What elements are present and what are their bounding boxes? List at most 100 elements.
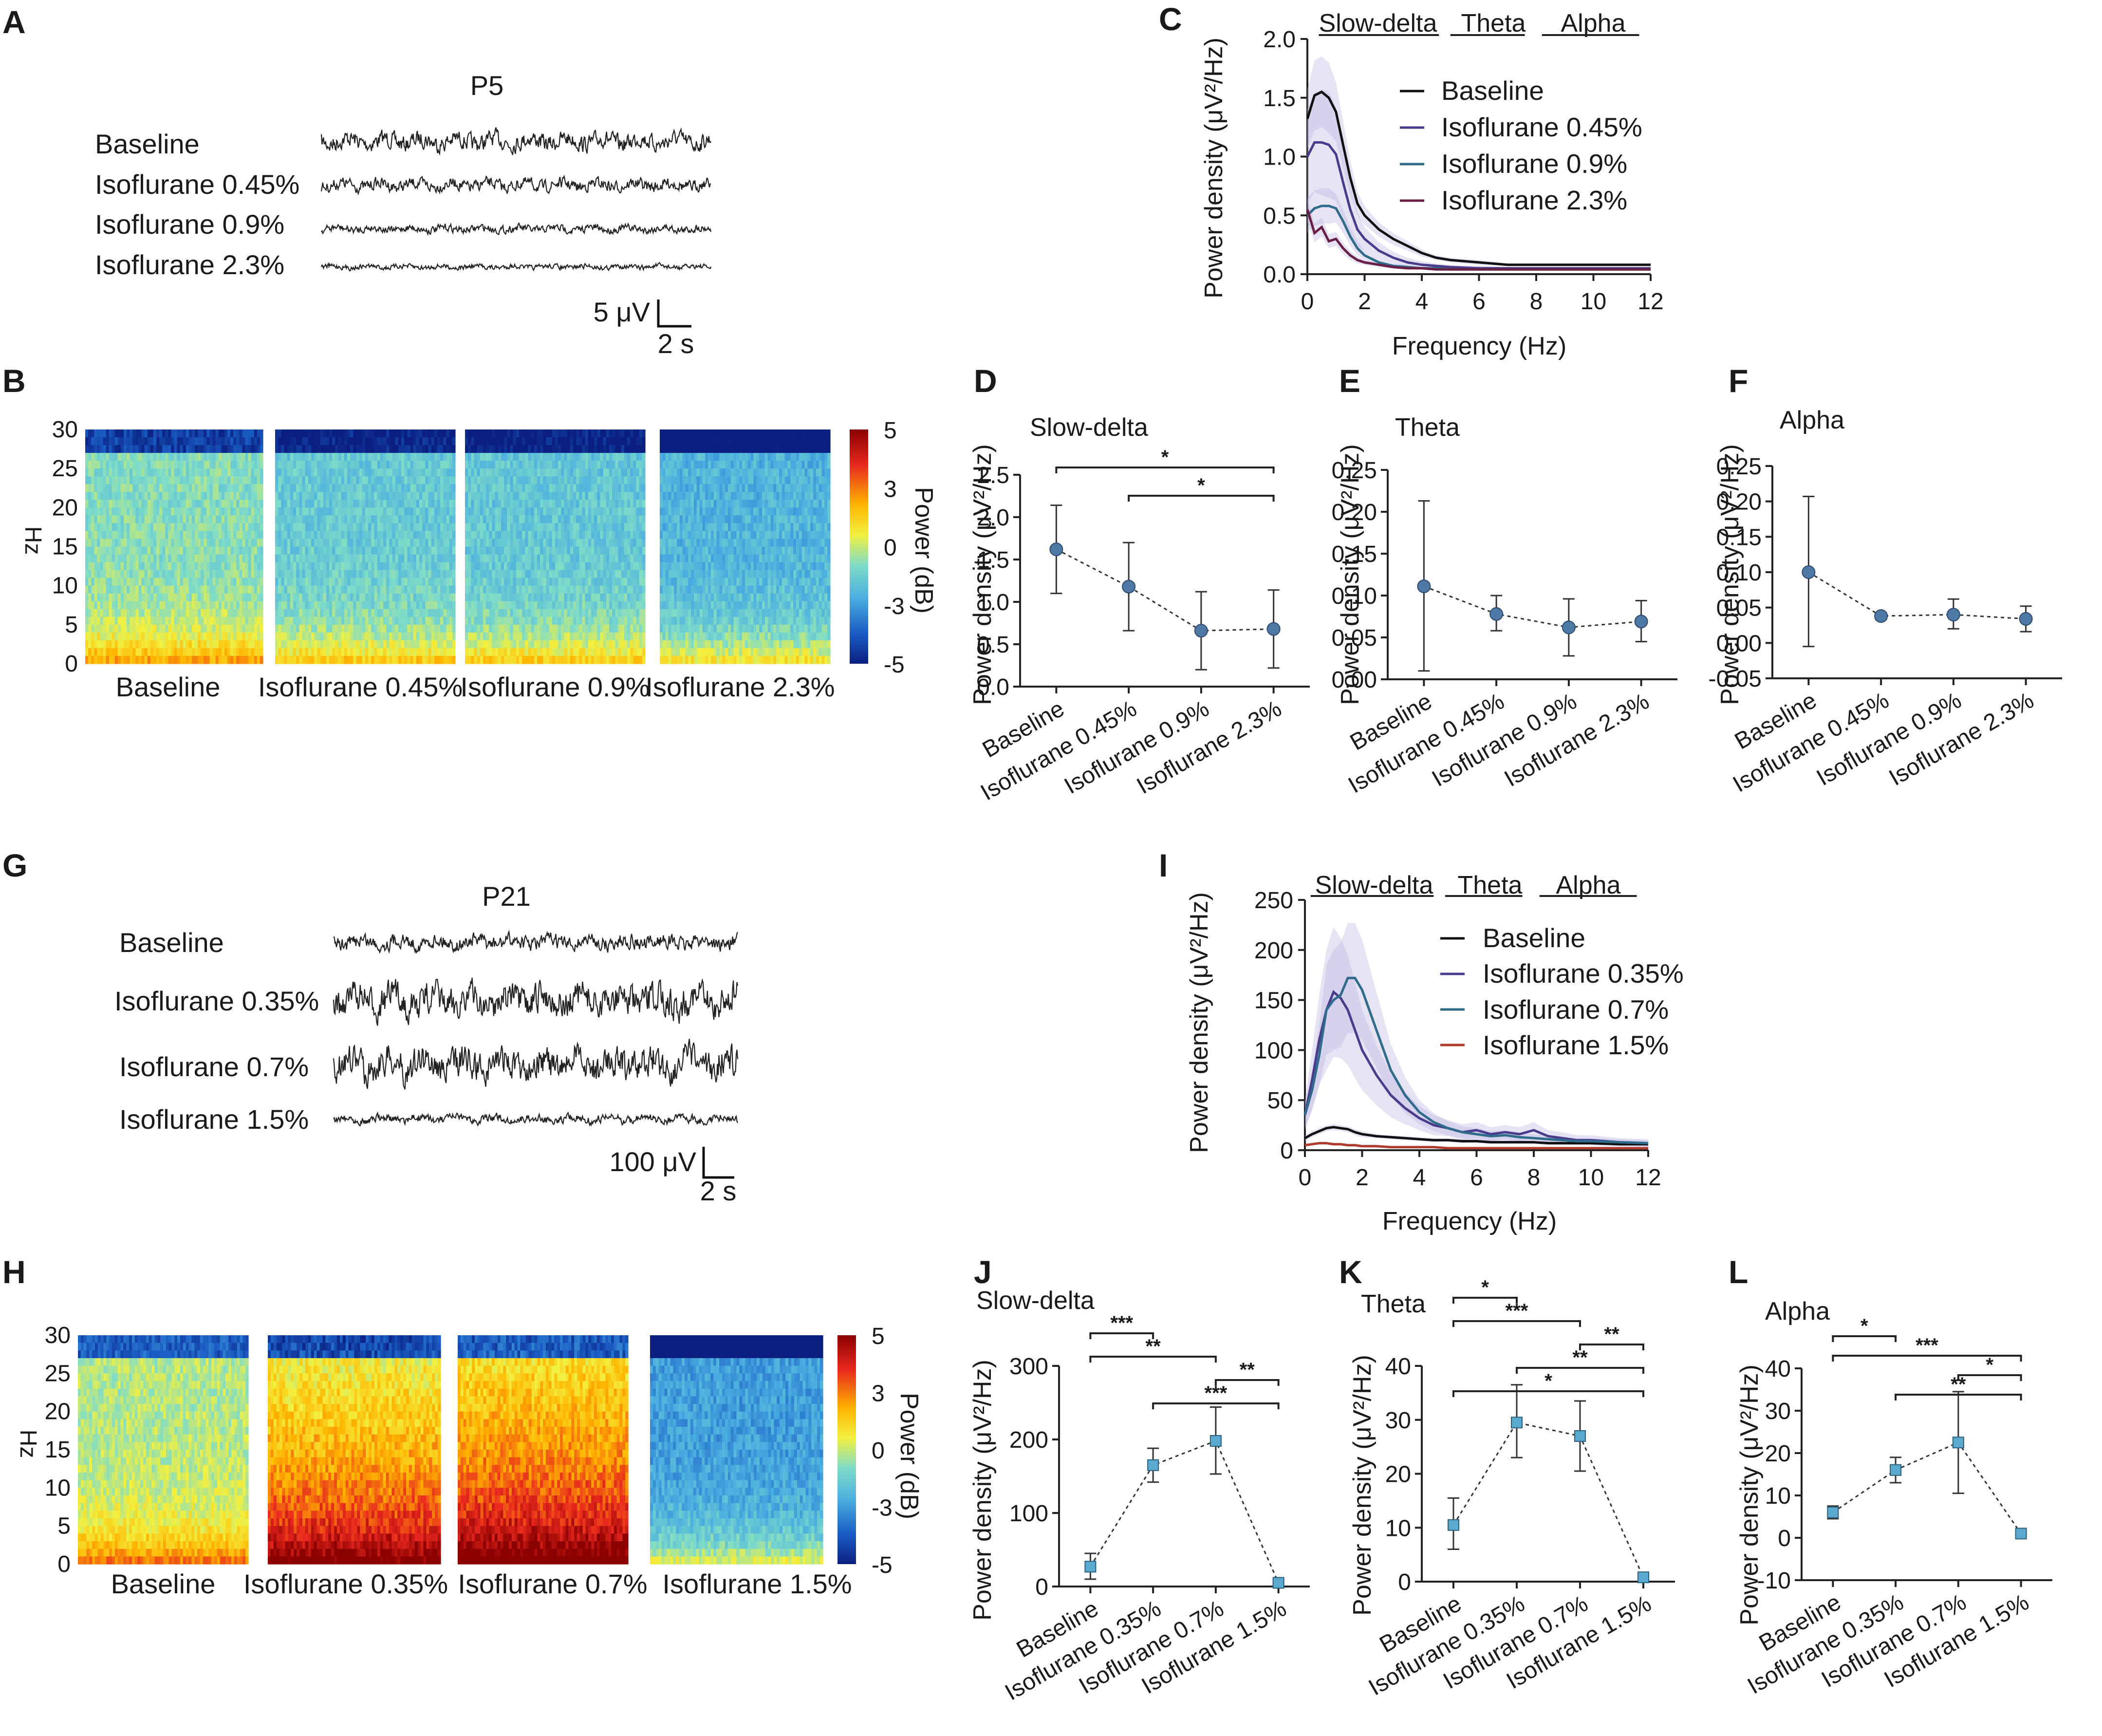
y-tick-label: 20 bbox=[52, 495, 78, 521]
data-point bbox=[1084, 1561, 1097, 1573]
y-tick-label: 150 bbox=[1254, 988, 1293, 1014]
data-point bbox=[1827, 1506, 1839, 1518]
panel-label-c: C bbox=[1159, 1, 1182, 37]
significance-label: * bbox=[1197, 475, 1205, 496]
scale-bar-time: 2 s bbox=[658, 328, 694, 359]
x-tick-label: 10 bbox=[1578, 1165, 1604, 1191]
eeg-trace-1 bbox=[333, 977, 739, 1026]
significance-bracket bbox=[1957, 1374, 2022, 1381]
y-tick-label: 30 bbox=[1765, 1399, 1791, 1424]
band-label-alpha: Alpha bbox=[1556, 871, 1621, 899]
y-tick-label: 30 bbox=[52, 417, 78, 443]
eeg-trace-1 bbox=[320, 174, 711, 196]
trace-label-iso-2: Isoflurane 0.7% bbox=[119, 1051, 309, 1082]
trace-label-baseline: Baseline bbox=[119, 927, 224, 958]
y-tick-label: 10 bbox=[52, 573, 78, 599]
spectrogram-3 bbox=[650, 1335, 823, 1565]
x-tick-label: 6 bbox=[1470, 1165, 1483, 1191]
chart-title: Alpha bbox=[1780, 406, 1844, 434]
y-tick-label: 2.0 bbox=[1263, 27, 1296, 53]
y-tick-label: 20 bbox=[45, 1399, 71, 1425]
y-tick-label: 25 bbox=[45, 1361, 71, 1386]
x-axis-label: Frequency (Hz) bbox=[1392, 332, 1566, 360]
x-tick-label: 12 bbox=[1635, 1165, 1661, 1191]
y-axis-label: Power density (μV²/Hz) bbox=[1735, 1364, 1764, 1625]
series-band-1 bbox=[1305, 927, 1648, 1147]
significance-label: * bbox=[1481, 1277, 1489, 1298]
significance-label: ** bbox=[1572, 1347, 1588, 1368]
spectrogram-label-2: Isoflurane 0.9% bbox=[460, 672, 650, 702]
data-point bbox=[1637, 1571, 1649, 1584]
y-tick-label: 0.05 bbox=[1716, 596, 1762, 621]
trace-label-iso-1: Isoflurane 0.45% bbox=[95, 169, 299, 200]
y-tick-label: 100 bbox=[1254, 1038, 1293, 1064]
data-point bbox=[1890, 1464, 1902, 1476]
legend-label-iso-3: Isoflurane 2.3% bbox=[1441, 185, 1627, 215]
series-line-0 bbox=[1304, 1126, 1648, 1146]
spectrogram-ylabel: Hz bbox=[15, 1430, 41, 1458]
data-point bbox=[1511, 1417, 1523, 1429]
significance-label: * bbox=[1986, 1354, 1993, 1376]
significance-bracket bbox=[1895, 1394, 2022, 1400]
panel-label-e: E bbox=[1339, 363, 1360, 399]
significance-label: ** bbox=[1146, 1336, 1161, 1357]
y-tick-label: 25 bbox=[52, 456, 78, 482]
x-tick-label: 12 bbox=[1637, 289, 1663, 315]
y-tick-label: 0.00 bbox=[1332, 667, 1377, 693]
y-tick-label: 0.15 bbox=[1716, 524, 1762, 550]
y-tick-label: -0.05 bbox=[1709, 666, 1762, 692]
x-tick-label: 4 bbox=[1415, 289, 1429, 315]
connector-line bbox=[1832, 1441, 2022, 1534]
band-label-theta: Theta bbox=[1458, 871, 1523, 899]
y-axis-label: Power density (μV²/Hz) bbox=[1200, 37, 1228, 299]
y-tick-label: 2.0 bbox=[977, 505, 1009, 531]
colorbar-tick-label: -3 bbox=[872, 1495, 893, 1521]
spectrogram-ylabel: Hz bbox=[20, 526, 46, 555]
data-point bbox=[1147, 1459, 1159, 1471]
y-tick-label: 0.5 bbox=[977, 632, 1009, 658]
y-axis-label: Power density (μV²/Hz) bbox=[968, 444, 997, 705]
series-line-3 bbox=[1304, 1142, 1648, 1150]
data-point bbox=[1946, 608, 1960, 622]
x-tick-label: 10 bbox=[1581, 289, 1606, 315]
data-point bbox=[2019, 612, 2033, 626]
chart-title: Theta bbox=[1361, 1290, 1426, 1318]
significance-bracket bbox=[1089, 1332, 1154, 1339]
series-line-0 bbox=[1306, 90, 1651, 266]
trace-label-iso-3: Isoflurane 2.3% bbox=[95, 249, 284, 280]
y-tick-label: 0.10 bbox=[1332, 583, 1377, 609]
significance-label: ** bbox=[1951, 1374, 1966, 1395]
colorbar-tick-label: -5 bbox=[884, 652, 905, 678]
data-point bbox=[1489, 607, 1504, 621]
scale-bar bbox=[702, 1147, 734, 1179]
data-point bbox=[1634, 615, 1648, 629]
y-tick-label: 0.25 bbox=[1332, 458, 1377, 484]
y-tick-label: 200 bbox=[1254, 938, 1293, 964]
y-tick-label: 250 bbox=[1254, 888, 1293, 914]
data-point bbox=[1266, 622, 1281, 636]
y-tick-label: 15 bbox=[45, 1437, 71, 1463]
trace-title: P21 bbox=[482, 881, 531, 912]
y-tick-label: 0.5 bbox=[1263, 203, 1296, 229]
spectrogram-label-0: Baseline bbox=[111, 1568, 216, 1599]
y-tick-label: 0 bbox=[1398, 1569, 1411, 1595]
y-tick-label: 1.0 bbox=[977, 590, 1009, 616]
band-label-slow-delta: Slow-delta bbox=[1315, 871, 1433, 899]
y-tick-label: 40 bbox=[1385, 1354, 1411, 1380]
colorbar bbox=[850, 429, 868, 664]
spectrogram-1 bbox=[268, 1335, 441, 1565]
legend-label-iso-1: Isoflurane 0.35% bbox=[1483, 958, 1684, 989]
x-tick-label: 2 bbox=[1356, 1165, 1369, 1191]
y-tick-label: 1.5 bbox=[977, 547, 1009, 573]
data-point bbox=[1952, 1437, 1964, 1449]
x-tick-label: 0 bbox=[1301, 289, 1314, 315]
colorbar-tick-label: 0 bbox=[884, 535, 897, 561]
spectrogram-label-1: Isoflurane 0.45% bbox=[258, 672, 463, 702]
y-tick-label: 1.0 bbox=[1263, 145, 1296, 170]
y-tick-label: 5 bbox=[57, 1513, 71, 1539]
spectrogram-label-1: Isoflurane 0.35% bbox=[243, 1568, 448, 1599]
significance-label: *** bbox=[1506, 1300, 1528, 1322]
y-tick-label: 0.25 bbox=[1716, 454, 1762, 480]
eeg-trace-3 bbox=[320, 261, 712, 272]
y-tick-label: 0.15 bbox=[1332, 541, 1377, 567]
